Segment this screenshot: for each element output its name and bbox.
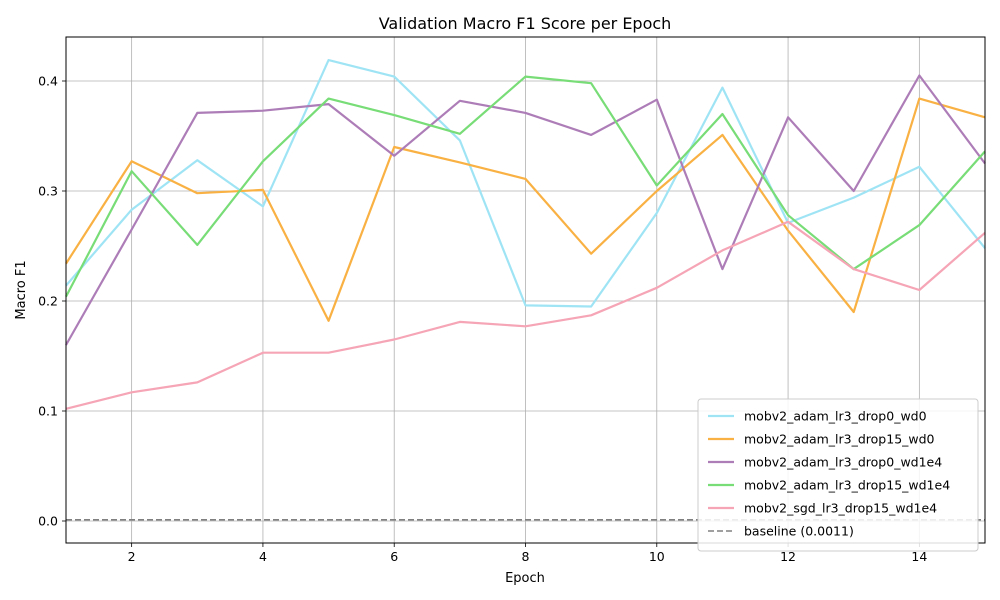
series-line-2 (65, 97, 986, 322)
y-tick-label: 0.0 (38, 514, 58, 529)
x-axis-ticks: 2 4 6 8 10 12 14 (128, 543, 927, 564)
x-tick-label: 10 (649, 549, 665, 564)
legend: mobv2_adam_lr3_drop0_wd0 mobv2_adam_lr3_d… (697, 398, 979, 552)
series-line-5 (65, 220, 986, 410)
x-tick-label: 2 (128, 549, 136, 564)
x-tick-label: 14 (911, 549, 927, 564)
y-axis-ticks: 0.0 0.1 0.2 0.3 0.4 (38, 74, 66, 529)
legend-label: mobv2_adam_lr3_drop0_wd1e4 (744, 455, 942, 470)
x-tick-label: 12 (780, 549, 796, 564)
legend-label: mobv2_sgd_lr3_drop15_wd1e4 (744, 501, 937, 516)
x-tick-label: 6 (390, 549, 398, 564)
y-tick-label: 0.4 (38, 74, 58, 89)
y-axis-label: Macro F1 (14, 260, 29, 319)
chart-title: Validation Macro F1 Score per Epoch (379, 14, 672, 33)
y-tick-label: 0.3 (38, 184, 58, 199)
series-line-1 (65, 58, 986, 308)
x-tick-label: 4 (259, 549, 267, 564)
legend-box (697, 398, 979, 552)
legend-label: baseline (0.0011) (744, 524, 854, 539)
legend-label: mobv2_adam_lr3_drop15_wd0 (744, 432, 935, 447)
x-axis-label: Epoch (505, 571, 545, 586)
series-line-3 (65, 74, 986, 346)
series-line-4 (65, 75, 986, 298)
legend-label: mobv2_adam_lr3_drop0_wd0 (744, 409, 927, 424)
y-tick-label: 0.1 (38, 404, 58, 419)
x-tick-label: 8 (522, 549, 530, 564)
legend-label: mobv2_adam_lr3_drop15_wd1e4 (744, 478, 950, 493)
y-tick-label: 0.2 (38, 294, 58, 309)
